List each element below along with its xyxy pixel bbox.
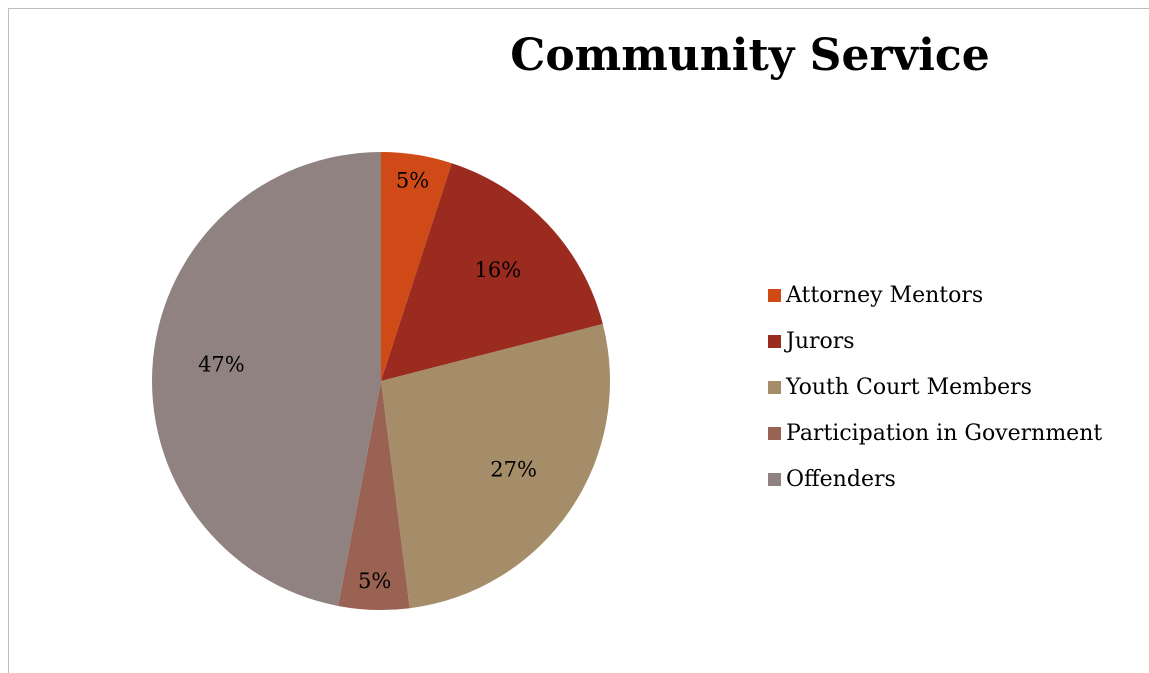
legend-label: Attorney Mentors <box>786 282 984 308</box>
legend-label: Youth Court Members <box>786 374 1032 400</box>
chart-legend: Attorney Mentors Jurors Youth Court Member… <box>768 272 1102 502</box>
chart-frame <box>8 8 1149 673</box>
legend-swatch <box>768 472 781 486</box>
legend-item-attorney-mentors: Attorney Mentors <box>768 272 1102 318</box>
chart-title: Community Service <box>510 30 990 81</box>
legend-item-youth-court-members: Youth Court Members <box>768 364 1102 410</box>
pie-slice-jurors <box>381 163 603 381</box>
legend-swatch <box>768 426 781 440</box>
legend-swatch <box>768 334 781 348</box>
pie-slice-youth-court-members <box>381 324 610 609</box>
legend-label: Participation in Government <box>786 420 1103 446</box>
data-label-attorney-mentors: 5% <box>396 168 429 192</box>
legend-item-participation-in-government: Participation in Government <box>768 410 1102 456</box>
legend-swatch <box>768 380 781 394</box>
data-label-offenders: 47% <box>198 352 245 376</box>
data-label-participation-in-government: 5% <box>358 569 391 593</box>
pie-slice-offenders <box>151 152 381 606</box>
legend-item-jurors: Jurors <box>768 318 1102 364</box>
legend-item-offenders: Offenders <box>768 456 1102 502</box>
data-label-jurors: 16% <box>475 258 522 282</box>
pie-slice-participation-in-government <box>338 381 410 611</box>
data-label-youth-court-members: 27% <box>490 458 537 482</box>
legend-label: Offenders <box>786 466 896 492</box>
legend-swatch <box>768 288 781 302</box>
legend-label: Jurors <box>786 328 855 354</box>
pie-slice-attorney-mentors <box>381 152 452 381</box>
